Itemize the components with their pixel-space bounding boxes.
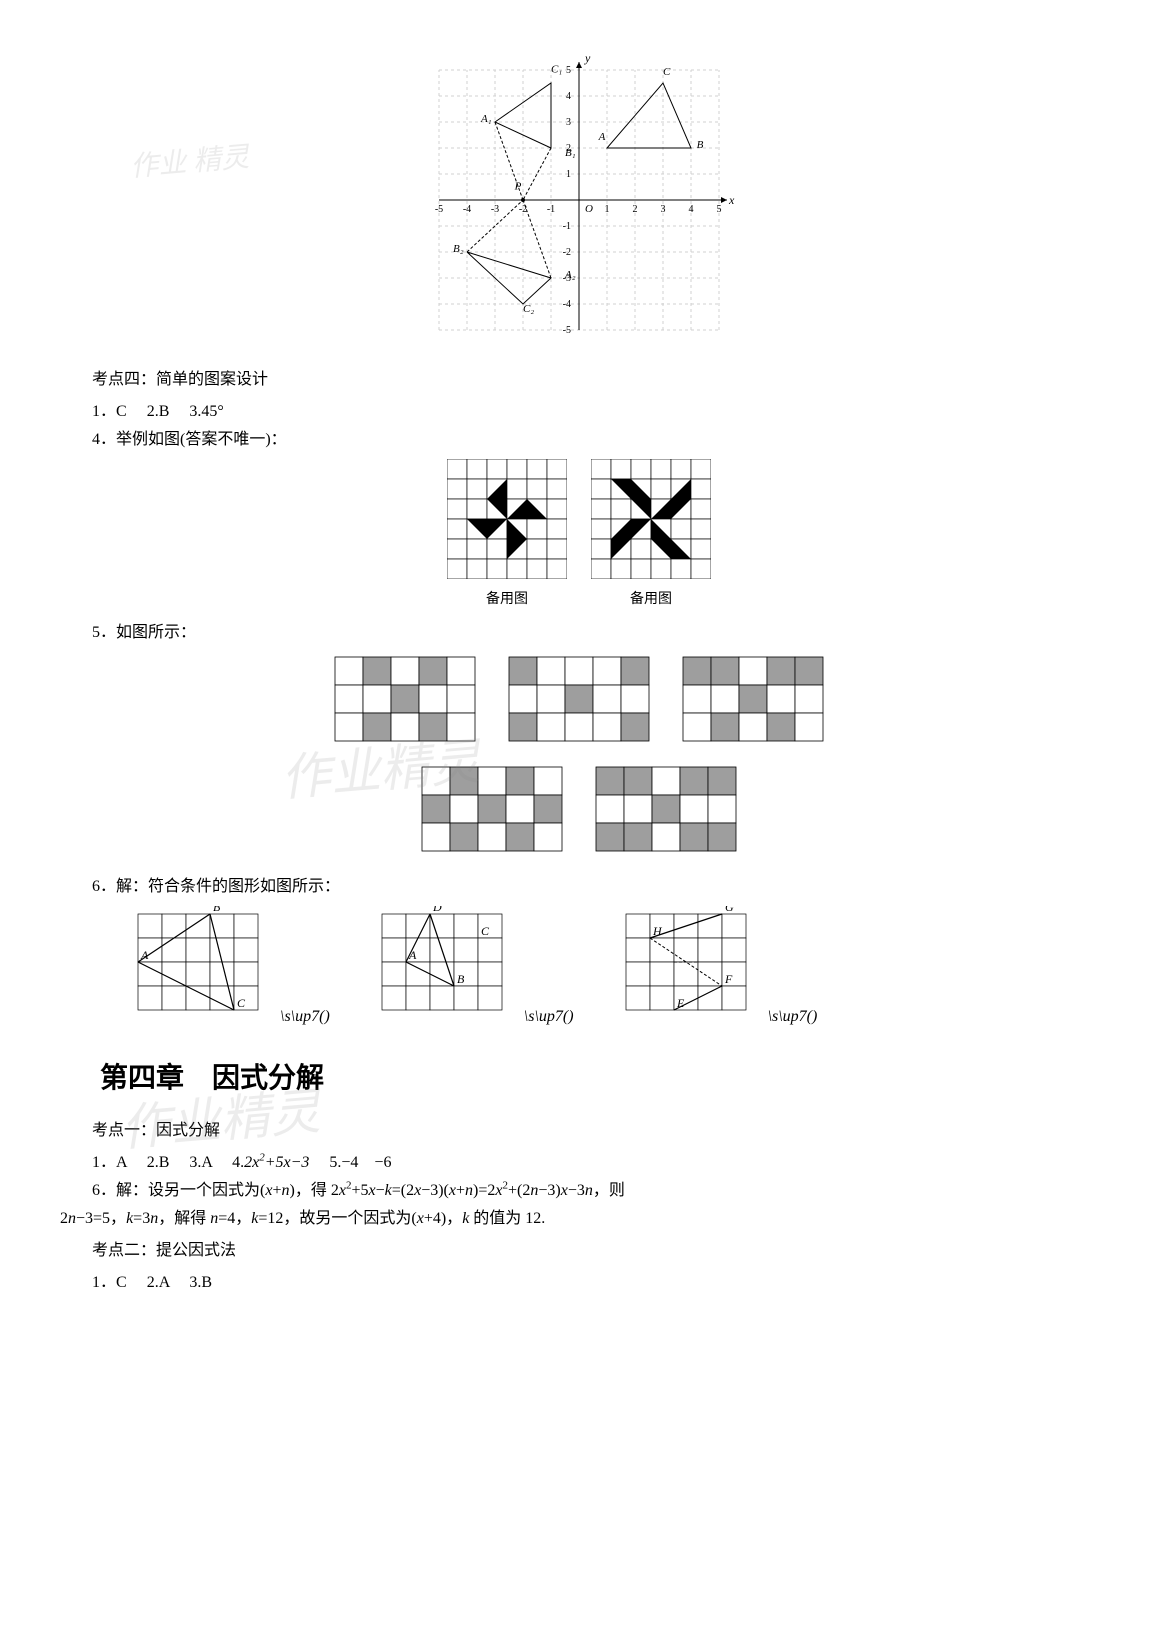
- svg-text:x: x: [728, 193, 735, 207]
- section4-answers-1: 1．C 2.B 3.45°: [60, 397, 1098, 421]
- kp2-a2: 2.A: [147, 1274, 170, 1291]
- q6-grid-2: A B C D: [374, 906, 514, 1021]
- kp1-a5-val: −4 −6: [341, 1154, 391, 1171]
- ans-1: 1．C: [92, 403, 127, 420]
- svg-text:G: G: [725, 906, 734, 914]
- svg-text:3: 3: [566, 117, 571, 128]
- svg-text:2: 2: [633, 204, 638, 215]
- svg-text:y: y: [584, 51, 591, 65]
- q5-pattern-4: [417, 762, 567, 857]
- kp2-answers: 1．C 2.A 3.B: [60, 1268, 1098, 1292]
- coord-graph-figure: -5-4-3-2-112345-5-4-3-2-112345OxyABCA₁B₁…: [60, 50, 1098, 355]
- kp1-a3: 3.A: [189, 1154, 212, 1171]
- kp1-a4-expr: 2x2+5x−3: [244, 1154, 309, 1171]
- svg-text:H: H: [652, 924, 663, 938]
- q6-figures: A B C \s\up7() A B C D \s\up7() E F G H \s\up7(): [60, 906, 1098, 1026]
- q5-row2: [60, 762, 1098, 862]
- svg-text:-4: -4: [463, 204, 471, 215]
- svg-text:A₂: A₂: [564, 269, 576, 281]
- svg-text:F: F: [724, 972, 733, 986]
- section4-heading: 考点四：简单的图案设计: [60, 365, 1098, 389]
- svg-text:P: P: [514, 181, 522, 193]
- svg-text:B₁: B₁: [565, 147, 576, 159]
- q6-grid-3: E F G H: [618, 906, 758, 1021]
- q5-pattern-1: [330, 652, 480, 747]
- kp1-heading: 考点一：因式分解: [60, 1116, 1098, 1140]
- svg-text:B₂: B₂: [453, 243, 464, 255]
- q5-pattern-2: [504, 652, 654, 747]
- svg-text:-4: -4: [563, 299, 571, 310]
- svg-text:C: C: [481, 924, 490, 938]
- ans-3: 3.45°: [189, 403, 223, 420]
- section4-q4: 4．举例如图(答案不唯一)：: [60, 425, 1098, 449]
- pinwheel1-caption: 备用图: [437, 588, 577, 608]
- svg-text:4: 4: [566, 91, 571, 102]
- svg-text:C: C: [663, 66, 671, 78]
- pinwheel2-caption: 备用图: [581, 588, 721, 608]
- section4-q5: 5．如图所示：: [60, 618, 1098, 642]
- chapter-title: 第四章 因式分解: [100, 1056, 1098, 1096]
- svg-text:C₁: C₁: [551, 64, 562, 76]
- kp2-a3: 3.B: [189, 1274, 212, 1291]
- pinwheel-1: [447, 459, 567, 579]
- q6-suffix-1: \s\up7(): [280, 1008, 330, 1025]
- svg-text:3: 3: [661, 204, 666, 215]
- svg-text:A: A: [140, 948, 149, 962]
- kp1-q6-line2: 2n−3=5，k=3n，解得 n=4，k=12，故另一个因式为(x+4)，k 的…: [60, 1204, 1098, 1228]
- svg-text:-5: -5: [435, 204, 443, 215]
- kp1-a2: 2.B: [147, 1154, 170, 1171]
- svg-text:5: 5: [717, 204, 722, 215]
- svg-text:-5: -5: [563, 325, 571, 336]
- svg-text:A: A: [408, 948, 417, 962]
- svg-text:-3: -3: [491, 204, 499, 215]
- svg-text:-1: -1: [547, 204, 555, 215]
- svg-text:A: A: [598, 131, 606, 143]
- q5-pattern-5: [591, 762, 741, 857]
- kp1-a1: 1．A: [92, 1154, 127, 1171]
- svg-text:5: 5: [566, 65, 571, 76]
- svg-text:C₂: C₂: [523, 303, 534, 315]
- kp1-q6-text: 6．解：设另一个因式为(x+n)，得 2x2+5x−k=(2x−3)(x+n)=…: [92, 1182, 625, 1199]
- kp1-q6-line1: 6．解：设另一个因式为(x+n)，得 2x2+5x−k=(2x−3)(x+n)=…: [60, 1176, 1098, 1200]
- svg-text:1: 1: [605, 204, 610, 215]
- svg-text:A₁: A₁: [480, 113, 492, 125]
- ans-2: 2.B: [147, 403, 170, 420]
- svg-text:-1: -1: [563, 221, 571, 232]
- svg-text:O: O: [585, 203, 593, 215]
- svg-text:1: 1: [566, 169, 571, 180]
- q5-pattern-3: [678, 652, 828, 747]
- pinwheel-2: [591, 459, 711, 579]
- q6-grid-1: A B C: [130, 906, 270, 1021]
- pinwheel-figures: 备用图 备用图: [60, 459, 1098, 608]
- coord-graph-svg: -5-4-3-2-112345-5-4-3-2-112345OxyABCA₁B₁…: [419, 50, 739, 350]
- svg-text:B: B: [457, 972, 465, 986]
- svg-text:E: E: [676, 996, 685, 1010]
- q6-suffix-2: \s\up7(): [524, 1008, 574, 1025]
- svg-text:D: D: [432, 906, 442, 914]
- kp1-a4-prefix: 4.: [232, 1154, 244, 1171]
- q5-row1: [60, 652, 1098, 752]
- svg-text:-2: -2: [563, 247, 571, 258]
- svg-text:C: C: [237, 996, 246, 1010]
- section4-q6: 6．解：符合条件的图形如图所示：: [60, 872, 1098, 896]
- kp2-heading: 考点二：提公因式法: [60, 1236, 1098, 1260]
- svg-text:B: B: [213, 906, 221, 914]
- svg-text:4: 4: [689, 204, 694, 215]
- svg-text:B: B: [697, 139, 704, 151]
- kp1-answers: 1．A 2.B 3.A 4.2x2+5x−3 5.−4 −6: [60, 1148, 1098, 1172]
- kp1-a5-prefix: 5.: [329, 1154, 341, 1171]
- q6-suffix-3: \s\up7(): [768, 1008, 818, 1025]
- kp2-a1: 1．C: [92, 1274, 127, 1291]
